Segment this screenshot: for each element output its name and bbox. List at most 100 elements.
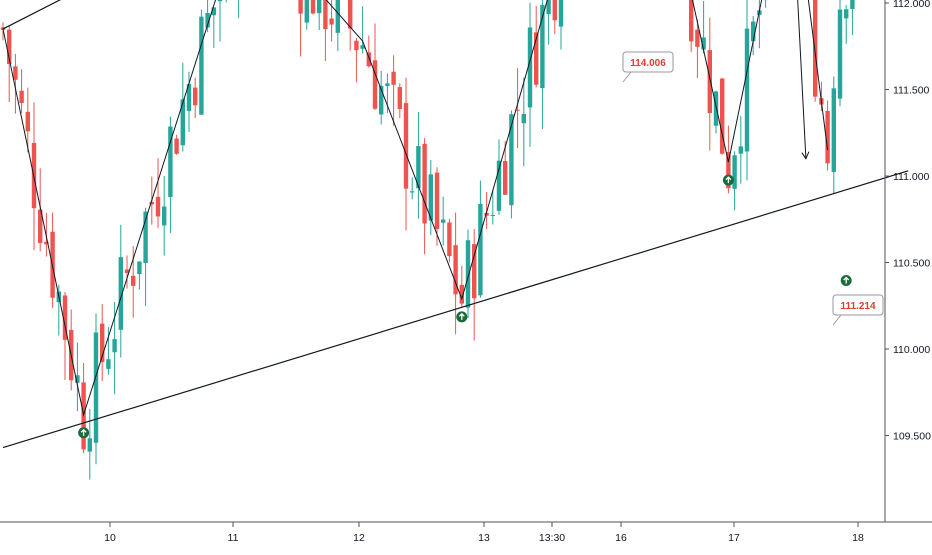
candle: [94, 313, 98, 464]
candle: [398, 83, 402, 118]
candle-body: [832, 88, 836, 172]
y-tick-label: 112.000: [893, 0, 930, 10]
candle-body: [844, 9, 848, 18]
candle: [63, 292, 67, 380]
candle-body: [689, 0, 693, 41]
candle: [298, 0, 302, 56]
x-tick-label: 12: [353, 532, 365, 544]
candle: [187, 72, 191, 132]
candle: [534, 6, 538, 88]
candle: [311, 0, 315, 14]
candle: [162, 176, 166, 256]
x-tick-label: 18: [852, 532, 864, 544]
candle-body: [478, 204, 482, 295]
up-signal-icon: [841, 275, 852, 286]
candle-body: [559, 0, 563, 27]
candle: [522, 78, 526, 167]
up-signal-icon: [78, 427, 89, 438]
candle-body: [354, 41, 358, 50]
candle-body: [348, 0, 352, 28]
candle-body: [714, 91, 718, 125]
candle: [236, 0, 240, 18]
candle-body: [441, 219, 445, 222]
x-tick-label: 16: [615, 532, 627, 544]
candle: [205, 0, 209, 32]
candle: [472, 229, 476, 340]
candle-body: [323, 0, 327, 29]
lines-layer: [0, 0, 908, 448]
candle: [100, 304, 104, 381]
price-callout: 114.006: [623, 52, 673, 82]
candle-body: [218, 0, 222, 1]
candle: [379, 71, 383, 125]
candle: [373, 23, 377, 110]
candle: [540, 0, 544, 129]
candle: [13, 54, 17, 114]
candle: [689, 0, 693, 52]
candle-body: [435, 173, 439, 229]
candle: [546, 0, 550, 45]
candle-body: [311, 0, 315, 14]
candle: [131, 246, 135, 318]
candle-body: [739, 146, 743, 153]
y-tick-label: 110.000: [893, 344, 930, 356]
candle: [757, 0, 761, 48]
candle-body: [422, 144, 426, 224]
candle-body: [137, 261, 141, 274]
candle: [410, 177, 414, 199]
candle-body: [472, 244, 476, 298]
candle: [441, 197, 445, 246]
candle-body: [112, 339, 116, 352]
candle: [850, 0, 854, 35]
candle: [745, 0, 749, 180]
x-tick-label: 13:30: [539, 532, 565, 544]
candle-body: [298, 0, 302, 14]
candles-layer: [1, 0, 855, 480]
candle-body: [503, 161, 507, 195]
callout-pointer: [623, 72, 631, 82]
candle: [137, 261, 141, 289]
up-signal-icon: [456, 311, 467, 322]
candle: [528, 3, 532, 147]
callout-label: 114.006: [630, 58, 666, 69]
candle-body: [373, 60, 377, 108]
candle: [844, 5, 848, 44]
candle: [367, 36, 371, 68]
candle-body: [391, 72, 395, 85]
candle: [212, 7, 216, 48]
candle: [305, 0, 309, 30]
candle-body: [19, 91, 23, 103]
callout-label: 111.214: [840, 301, 875, 312]
candle: [422, 138, 426, 254]
candle: [497, 139, 501, 214]
candle-body: [466, 240, 470, 307]
x-tick-label: 17: [728, 532, 740, 544]
candle: [460, 266, 464, 308]
candle-body: [813, 0, 817, 97]
candle: [832, 76, 836, 193]
candle-body: [156, 197, 160, 217]
candle: [317, 0, 321, 30]
candle-body: [94, 332, 98, 442]
candle: [447, 219, 451, 263]
candle-body: [174, 139, 178, 154]
candle-body: [404, 103, 408, 189]
candle: [106, 327, 110, 375]
candle: [19, 69, 23, 113]
candle: [199, 10, 203, 115]
candle-body: [317, 0, 321, 13]
candle: [336, 0, 340, 51]
candle: [838, 0, 842, 106]
candle-body: [305, 0, 309, 23]
candle: [38, 168, 42, 251]
x-tick-label: 11: [228, 532, 239, 544]
candle: [119, 225, 123, 358]
y-tick-label: 111.000: [893, 171, 930, 183]
candle-body: [708, 50, 712, 113]
candle: [416, 112, 420, 219]
candle-body: [193, 88, 197, 106]
candle-body: [26, 112, 30, 131]
candle-body: [553, 0, 557, 20]
